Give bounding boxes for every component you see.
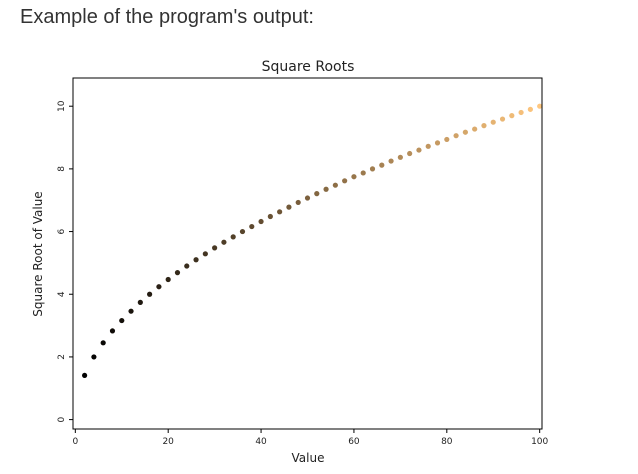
scatter-point [425, 143, 431, 149]
scatter-point [82, 372, 88, 379]
y-axis-label: Square Root of Value [31, 191, 45, 316]
scatter-point [444, 136, 450, 143]
scatter-point [91, 354, 97, 360]
scatter-point [509, 113, 515, 119]
scatter-point [119, 317, 125, 324]
caption-text: Example of the program's output: [20, 6, 314, 28]
x-tick-label: 20 [162, 437, 174, 447]
chart-title: Square Roots [262, 59, 355, 75]
scatter-point [230, 234, 236, 240]
scatter-point [165, 276, 171, 283]
scatter-point [212, 245, 218, 251]
scatter-point [360, 170, 366, 176]
scatter-point [351, 174, 357, 180]
x-tick-label: 60 [348, 437, 360, 447]
scatter-point [434, 140, 441, 146]
scatter-point [314, 191, 320, 197]
scatter-point [499, 116, 506, 122]
scatter-point [342, 178, 348, 184]
scatter-point [156, 284, 162, 290]
x-tick-label: 40 [255, 437, 267, 447]
scatter-point [184, 263, 190, 269]
scatter-point [472, 126, 478, 132]
y-tick-label: 6 [57, 228, 67, 234]
scatter-point [109, 328, 116, 334]
scatter-point [490, 119, 496, 125]
y-tick-label: 0 [57, 416, 67, 422]
scatter-point [174, 270, 181, 276]
scatter-point [267, 213, 273, 220]
plot-frame [72, 77, 543, 430]
scatter-point [258, 218, 264, 225]
scatter-point [462, 129, 468, 135]
scatter-point [453, 133, 459, 139]
scatter-point [388, 158, 394, 164]
scatter-point [407, 150, 413, 157]
scatter-point [527, 106, 533, 112]
scatter-point [332, 182, 338, 188]
scatter-point [397, 154, 403, 160]
scatter-point [100, 340, 106, 346]
x-axis-label: Value [292, 451, 325, 465]
scatter-point [369, 166, 376, 172]
scatter-point [518, 109, 524, 116]
scatter-point [249, 223, 255, 230]
x-tick-label: 100 [531, 437, 548, 447]
scatter-point [379, 162, 385, 168]
scatter-point [304, 195, 311, 201]
scatter-point [277, 209, 283, 215]
y-tick-label: 2 [57, 354, 67, 360]
x-tick-label: 80 [441, 437, 453, 447]
chart-marks: 0 20 40 60 80 100 0 2 4 6 8 10 [57, 100, 549, 447]
scatter-point [537, 103, 543, 109]
scatter-point [286, 204, 292, 210]
scatter-point [323, 186, 329, 192]
scatter-point [193, 257, 199, 263]
scatter-point [221, 239, 227, 245]
scatter-point [147, 291, 153, 297]
y-tick-label: 4 [57, 291, 67, 297]
scatter-point [128, 308, 134, 314]
scatter-point [481, 123, 487, 129]
scatter-point [295, 199, 301, 206]
y-tick-label: 10 [57, 100, 67, 112]
scatter-point [137, 299, 143, 305]
y-tick-label: 8 [57, 166, 67, 172]
scatter-point [416, 147, 422, 153]
scatter-point [239, 228, 246, 235]
scatter-point [202, 251, 208, 257]
x-tick-label: 0 [72, 437, 78, 447]
